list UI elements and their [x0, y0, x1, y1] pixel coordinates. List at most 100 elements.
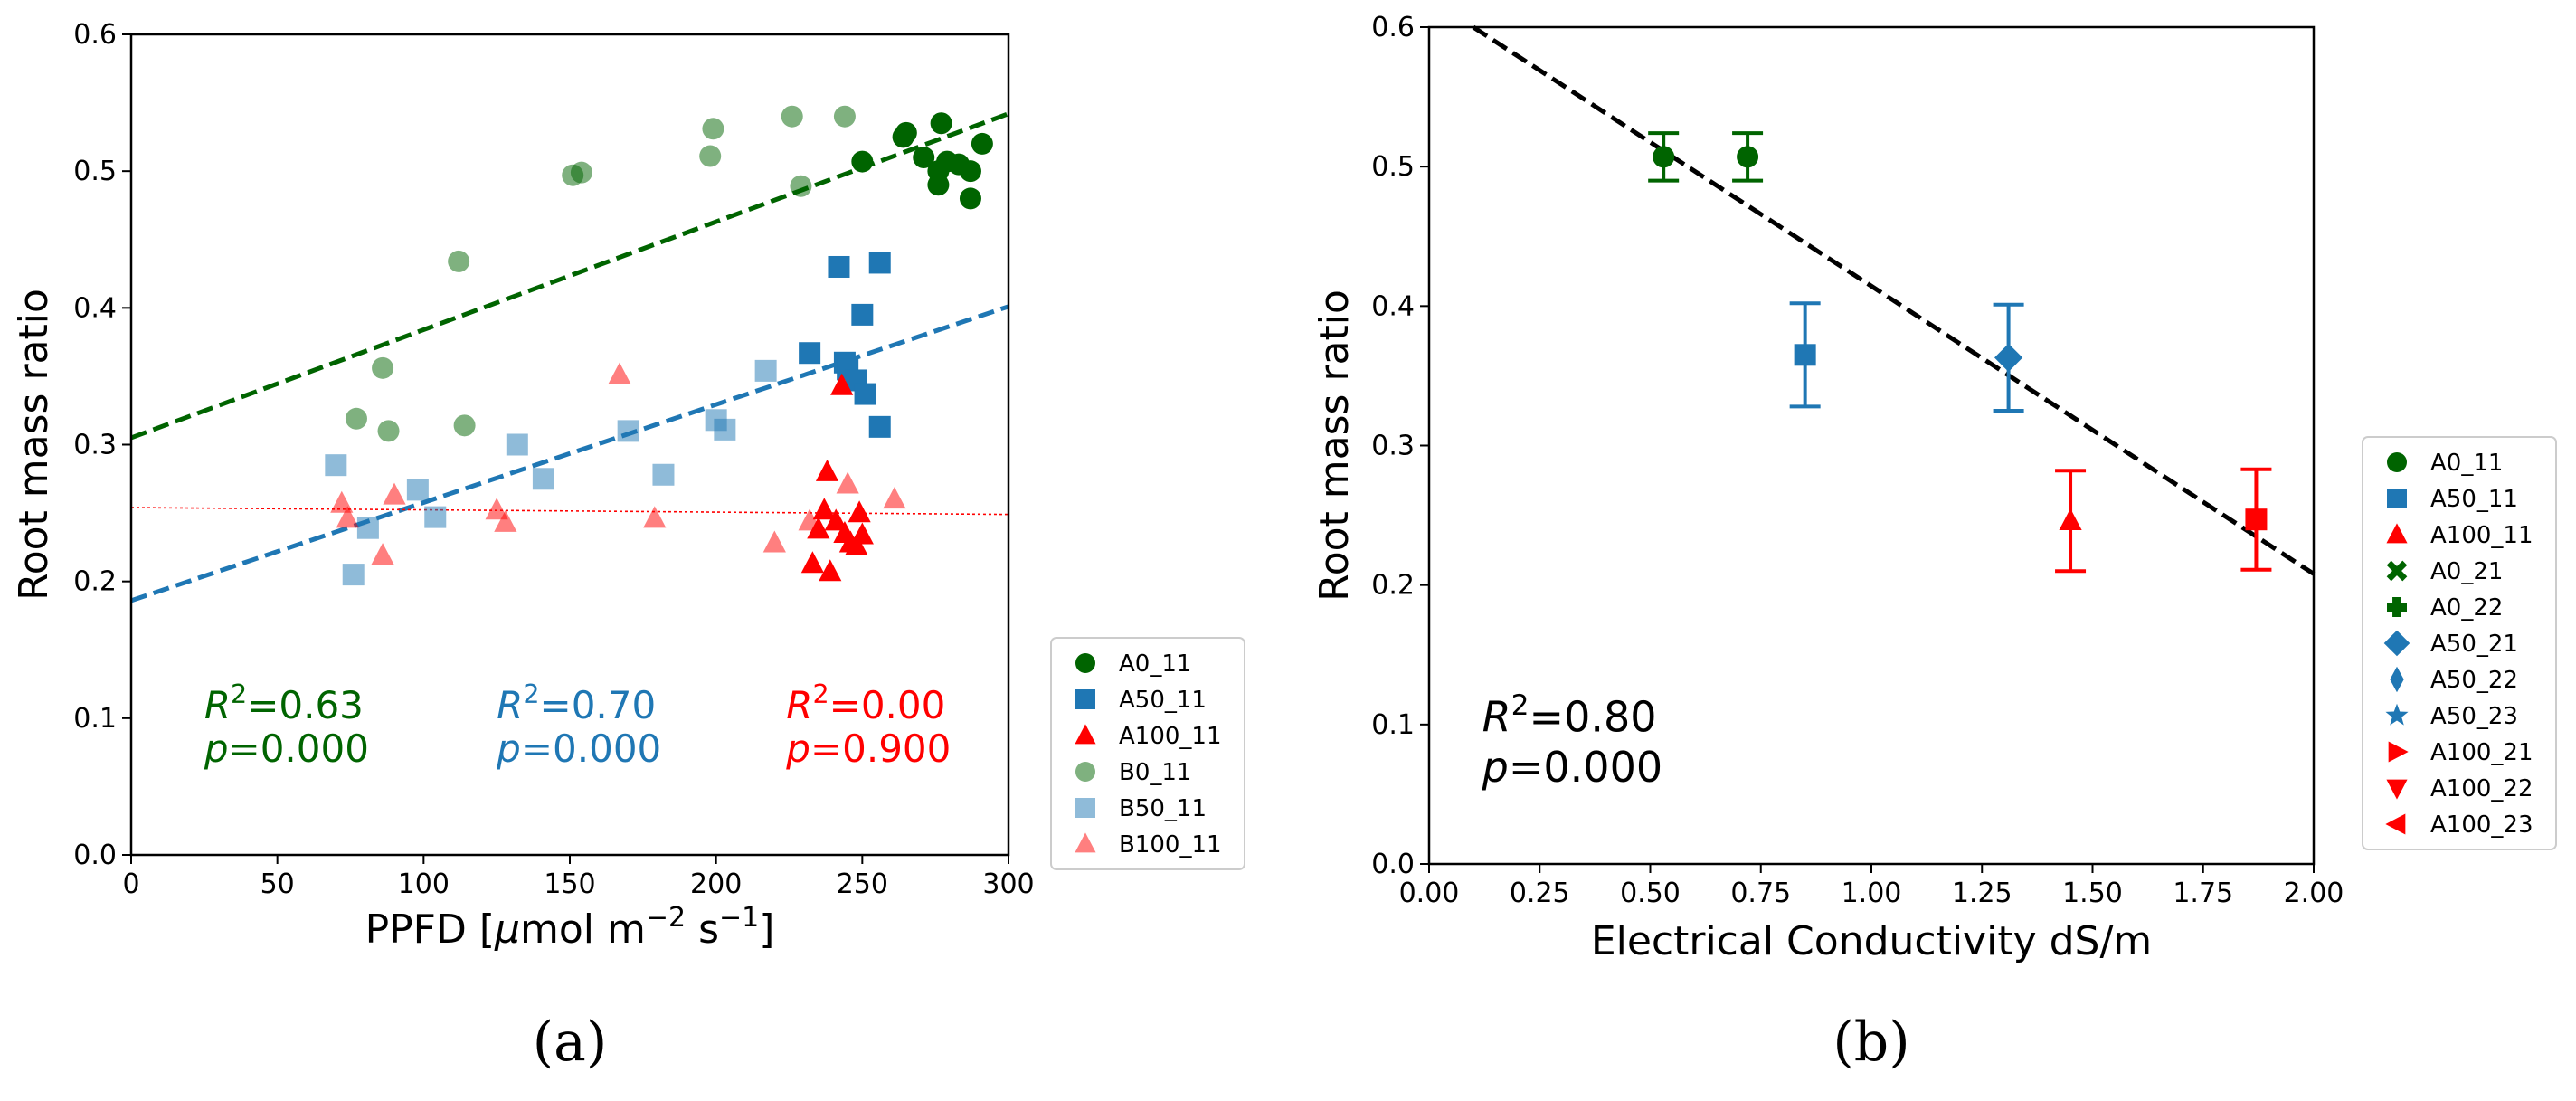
panel-a-data-point: [836, 471, 859, 494]
panel-a-data-point: [883, 487, 906, 509]
panel-b-legend-box: [2362, 436, 2557, 850]
panel-a-p-symbol: p: [785, 726, 810, 771]
panel-b-r2-annotation: R2=0.80: [1482, 689, 1657, 741]
panel-b-data-point: [1794, 344, 1816, 366]
panel-a-data-point: [608, 362, 631, 384]
panel-b-x-axis-label: Electrical Conductivity dS/m: [1591, 918, 2152, 964]
ppfd-unit-b: s: [686, 906, 719, 953]
panel-b-x-tick-label: 0.25: [1510, 878, 1570, 909]
panel-a-p-symbol: p: [496, 726, 521, 771]
panel-b-legend-marker: [2387, 597, 2407, 617]
panel-a-r2-exponent: 2: [231, 679, 247, 709]
panel-a-r2-annotation: R2=0.00: [786, 679, 945, 727]
panel-b-x-tick-label: 0.50: [1620, 878, 1681, 909]
panel-a-data-point: [927, 174, 950, 196]
panel-a-r2-symbol: R: [204, 683, 231, 727]
panel-a-data-point: [850, 522, 874, 545]
panel-b-r2-value: =0.80: [1530, 693, 1657, 742]
panel-a-data-point: [506, 433, 528, 456]
panel-a-data-point: [790, 175, 812, 197]
panel-a-p-value: =0.000: [521, 726, 661, 771]
panel-a-x-tick-label: 50: [260, 868, 295, 900]
panel-a-r2-exponent: 2: [523, 679, 539, 709]
panel-b-legend-label: A0_11: [2430, 450, 2503, 477]
panel-b-y-tick-label: 0.0: [1371, 849, 1415, 880]
panel-a-data-point: [930, 112, 952, 135]
panel-b-legend-marker: [2383, 630, 2410, 657]
panel-a-data-point: [800, 551, 824, 574]
panel-a-data-point: [652, 463, 675, 486]
panel-b-y-axis-label: Root mass ratio: [1312, 289, 1358, 602]
panel-a-data-point: [383, 482, 406, 505]
panel-a-data-point: [913, 147, 935, 169]
panel-a-data-point: [406, 479, 429, 501]
panel-a-data-point: [570, 161, 592, 184]
panel-a-y-tick-label: 0.1: [73, 703, 117, 735]
panel-a-p-annotation: p=0.000: [204, 726, 369, 771]
panel-b-legend-label: A50_11: [2430, 486, 2518, 513]
panel-a-data-point: [868, 252, 891, 274]
panel-a-data-point: [781, 105, 803, 128]
panel-a-legend-marker: [1075, 762, 1095, 782]
panel-b-annotations: R2=0.80p=0.000: [1482, 689, 1662, 792]
panel-a-data-point: [345, 407, 367, 430]
panel-b-legend-marker: [2386, 560, 2408, 582]
panel-a-data-point: [453, 414, 476, 437]
panel-a-data-point: [895, 121, 917, 144]
panel-a-p-annotation: p=0.900: [785, 726, 951, 771]
panel-a-r2-symbol: R: [497, 683, 523, 727]
panel-a-data-point: [812, 498, 836, 520]
panel-b-legend-marker: [2386, 523, 2408, 544]
panel-a-data-point: [828, 255, 850, 278]
panel-a-y-tick-label: 0.4: [73, 292, 117, 324]
panel-b-y-tick-label: 0.1: [1371, 709, 1415, 741]
ppfd-exp-b: −1: [719, 902, 759, 934]
panel-a-data-point: [959, 187, 981, 210]
panel-a-legend-box: [1050, 637, 1245, 870]
panel-b-legend-label: A100_22: [2430, 775, 2533, 802]
panel-a-data-point: [762, 530, 786, 553]
panel-a-plot-frame: [129, 33, 1010, 857]
panel-a-data-point: [854, 383, 876, 405]
panel-a: 0 50 100 150 200 250 3000.00.10.20.30.40.50.6 …: [11, 19, 1245, 1074]
panel-a-legend-label: B0_11: [1119, 759, 1191, 786]
panel-b-data-points: [1648, 131, 2272, 574]
panel-a-x-axis-label: PPFD [μmol m−2 s−1]: [365, 902, 775, 953]
panel-b-plot-frame: [1427, 25, 2316, 866]
panel-b-ticks: 0.00 0.25 0.50 0.75 1.00 1.25 1.50 1.75 2.00 0.0 0…: [1371, 12, 2344, 909]
panel-a-data-points: [325, 105, 993, 586]
panel-a-legend-marker: [1075, 798, 1095, 818]
panel-a-legend-marker: [1075, 832, 1096, 853]
panel-b-data-point: [2245, 508, 2268, 531]
panel-a-data-point: [845, 533, 868, 555]
panel-b-y-tick-label: 0.2: [1371, 570, 1415, 602]
panel-a-data-point: [336, 506, 359, 528]
panel-b-legend-label: A100_23: [2430, 812, 2533, 839]
panel-a-p-value: =0.000: [229, 726, 369, 771]
panel-a-legend-label: A0_11: [1119, 650, 1191, 678]
panel-a-legend-label: B100_11: [1119, 831, 1222, 859]
panel-a-r2-annotation: R2=0.63: [204, 679, 364, 727]
panel-b-legend-marker: [2388, 741, 2409, 763]
panel-a-data-point: [851, 150, 874, 173]
panel-a-y-tick-label: 0.2: [73, 566, 117, 598]
panel-a-y-tick-label: 0.3: [73, 430, 117, 461]
panel-a-label: (a): [533, 1011, 608, 1074]
panel-a-data-point: [356, 517, 379, 539]
panel-b-r2-exponent: 2: [1511, 689, 1530, 722]
panel-b-legend-marker: [2385, 813, 2406, 835]
panel-a-legend-label: B50_11: [1119, 795, 1207, 822]
panel-a-data-point: [325, 454, 347, 477]
panel-b-legend-label: A50_21: [2430, 631, 2518, 658]
panel-a-data-point: [424, 506, 447, 528]
panel-a-data-point: [833, 105, 856, 128]
panel-a-data-point: [377, 420, 400, 442]
panel-a-data-point: [342, 564, 365, 586]
panel-b: 0.00 0.25 0.50 0.75 1.00 1.25 1.50 1.75 2.00 0.0 0…: [1312, 12, 2557, 1074]
panel-b-y-tick-label: 0.3: [1371, 431, 1415, 462]
panel-a-x-tick-label: 100: [398, 868, 450, 900]
panel-a-x-tick-label: 200: [690, 868, 742, 900]
panel-b-data-point: [1653, 146, 1675, 168]
panel-b-x-tick-label: 1.00: [1842, 878, 1902, 909]
